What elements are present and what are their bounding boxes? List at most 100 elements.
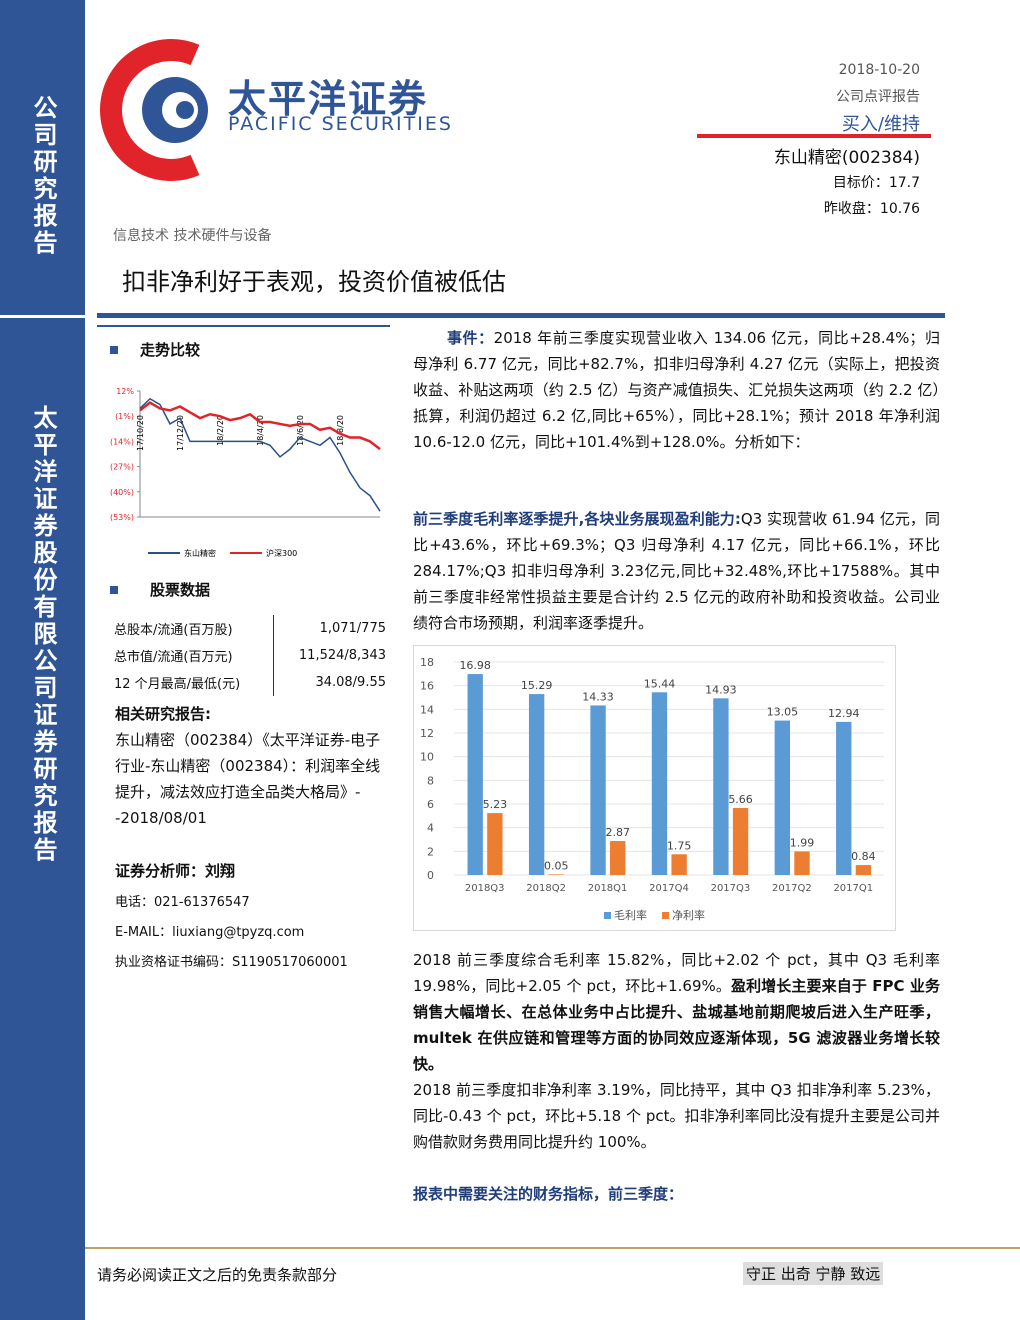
section-heading: 相关研究报告: [115, 705, 211, 723]
legend-label: 沪深300 [266, 548, 297, 558]
x-tick-label: 2017Q2 [772, 883, 812, 894]
logo-cn: 太平洋证券 [228, 77, 429, 121]
bold-text: 盈利增长主要来自于 FPC 业务销售大幅增长、在总体业务中占比提升、盐城基地前期… [413, 977, 940, 1073]
data-label: 0.84 [851, 850, 876, 863]
close-price: 昨收盘：10.76 [823, 201, 920, 217]
data-label: 0.05 [544, 859, 569, 872]
x-tick-label: 2017Q1 [833, 883, 873, 894]
title: 扣非净利好于表观，投资价值被低估 [122, 268, 506, 296]
x-tick-label: 2018Q3 [465, 883, 505, 894]
sidebar-text: 公司研究报告 [29, 95, 58, 257]
report-type: 公司点评报告 [836, 89, 920, 105]
data-label: 16.98 [459, 659, 491, 672]
legend-swatch [662, 912, 669, 919]
phone: 电话：021-61376547 [115, 895, 250, 910]
x-tick-label: 2017Q4 [649, 883, 689, 894]
x-tick-label: 2018Q2 [526, 883, 566, 894]
text: 2018 年前三季度实现营业收入 134.06 亿元，同比+28.4%；归母净利… [413, 329, 940, 451]
bar [528, 694, 545, 875]
sidebar [0, 318, 85, 1320]
trend-chart: 12% (1%) (14%) (27%) (40%) (53%) 17/10/20 17/12… [110, 387, 381, 558]
data-label: 15.29 [521, 679, 553, 692]
table-cell: 12 个月最高/最低(元) [114, 677, 241, 692]
line [139, 397, 381, 512]
y-tick-label: 2 [427, 845, 434, 858]
sidebar [0, 0, 85, 315]
bullet [110, 346, 118, 354]
text: 2018 前三季度综合毛利率 15.82%，同比+2.02 个 pct，其中 Q… [413, 951, 940, 995]
x-tick-label: 17/10/20 [136, 415, 145, 451]
data-label: 2.87 [605, 826, 630, 839]
bar [548, 874, 564, 875]
logo-en: PACIFIC SECURITIES [228, 113, 453, 135]
legend-label: 毛利率 [614, 908, 647, 922]
y-tick-label: (1%) [115, 412, 134, 421]
bar [671, 854, 687, 875]
industry: 信息技术 技术硬件与设备 [113, 228, 272, 244]
data-label: 5.23 [483, 798, 508, 811]
bar [836, 721, 852, 875]
bar [774, 720, 791, 875]
y-tick-label: 12% [116, 387, 134, 396]
stock-table: 总股本/流通(百万股) 1,071/775 总市值/流通(百万元) 11,524/8,… [110, 615, 390, 696]
bar [855, 865, 872, 875]
date: 2018-10-20 [838, 62, 920, 78]
legend-label: 净利率 [672, 908, 705, 922]
logo [100, 39, 208, 181]
logo-circle [176, 101, 194, 119]
table-row: 总市值/流通(百万元) 11,524/8,343 [110, 642, 390, 669]
x-tick-label: 18/8/20 [336, 415, 345, 446]
legend-swatch [604, 912, 611, 919]
logo-arc [100, 39, 200, 181]
paragraph: 2018 前三季度扣非净利率 3.19%，同比持平，其中 Q3 扣非净利率 5.… [413, 1077, 940, 1155]
y-tick-label: 10 [420, 751, 434, 764]
x-tick-label: 18/6/20 [296, 415, 305, 446]
rating: 买入/维持 [841, 114, 920, 135]
y-tick-label: 16 [420, 680, 434, 693]
table-cell: 总市值/流通(百万元) [114, 650, 233, 665]
y-tick-label: (27%) [110, 463, 134, 472]
data-label: 13.05 [767, 706, 799, 719]
section-heading: 走势比较 [140, 341, 201, 359]
y-tick-label: 8 [427, 774, 434, 787]
data-label: 15.44 [644, 677, 676, 690]
sidebar-text: 太平洋证券股份有限公司证券研究报告 [29, 405, 58, 864]
related-text: 东山精密（002384）《太平洋证券-电子行业-东山精密（002384）：利润率… [115, 731, 381, 827]
legend-label: 东山精密 [184, 548, 216, 558]
paragraph: 前三季度毛利率逐季提升,各块业务展现盈利能力:Q3 实现营收 61.94 亿元，… [413, 506, 940, 636]
bar-chart: 0 2 4 6 8 10 12 14 16 18 2018Q3 16.98 5.23 2018Q2 15.2… [413, 645, 896, 931]
section-heading: 股票数据 [150, 581, 211, 599]
y-tick-label: (53%) [110, 513, 134, 522]
text: Q3 实现营收 61.94 亿元，同比+43.6%，环比+69.3%；Q3 归母… [413, 510, 940, 632]
table-row: 总股本/流通(百万股) 1,071/775 [110, 615, 390, 642]
y-tick-label: 18 [420, 656, 434, 669]
data-label: 12.94 [828, 707, 860, 720]
text: 2018 前三季度扣非净利率 3.19%，同比持平，其中 Q3 扣非净利率 5.… [413, 1081, 940, 1151]
y-tick-label: 12 [420, 727, 434, 740]
rule [97, 313, 945, 318]
y-tick-label: 0 [427, 869, 434, 882]
y-tick-label: 14 [420, 703, 434, 716]
table-cell: 11,524/8,343 [273, 642, 390, 669]
x-tick-label: 17/12/20 [176, 415, 185, 451]
x-tick-label: 2018Q1 [588, 883, 628, 894]
bar [590, 705, 606, 875]
bar [794, 851, 810, 875]
y-tick-label: 6 [427, 798, 434, 811]
bar [713, 698, 729, 875]
bar [487, 813, 503, 875]
lead: 前三季度毛利率逐季提升,各块业务展现盈利能力: [413, 510, 741, 528]
target-price: 目标价：17.7 [832, 175, 920, 191]
motto: 守正 出奇 宁静 致远 [743, 1262, 884, 1285]
x-tick-label: 18/4/20 [256, 415, 265, 446]
rule [97, 325, 390, 327]
data-label: 5.66 [728, 793, 753, 806]
heading: 报表中需要关注的财务指标，前三季度： [413, 1185, 684, 1203]
data-label: 14.93 [705, 683, 737, 696]
y-tick-label: 4 [427, 822, 434, 835]
table-cell: 总股本/流通(百万股) [114, 623, 233, 638]
data-label: 1.99 [790, 836, 815, 849]
x-tick-label: 18/2/20 [216, 415, 225, 446]
analyst: 证券分析师：刘翔 [115, 862, 236, 880]
